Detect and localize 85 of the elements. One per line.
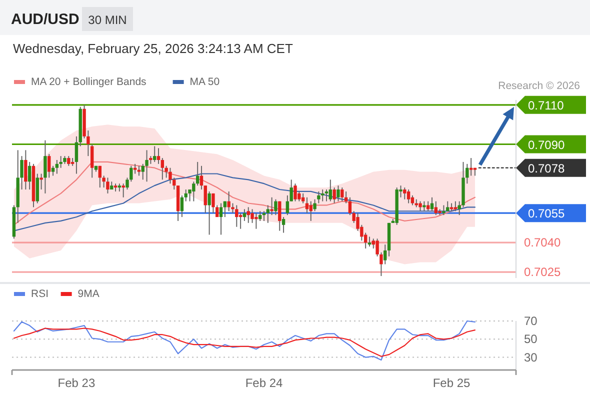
candlestick <box>301 192 305 204</box>
candlestick <box>141 163 144 180</box>
candlestick <box>321 188 324 202</box>
candlestick <box>258 210 262 222</box>
candlestick <box>36 173 39 204</box>
candlestick <box>137 165 141 176</box>
legend-label: MA 50 <box>190 76 220 88</box>
y-tick-label: 30 <box>524 350 538 364</box>
candlestick <box>204 185 207 214</box>
candlestick <box>106 177 110 194</box>
line-series <box>13 328 476 357</box>
candlestick <box>422 200 426 212</box>
candlestick <box>266 204 270 224</box>
candlestick <box>368 236 372 248</box>
x-tick-label: Feb 25 <box>432 376 471 390</box>
candlestick <box>242 208 246 222</box>
candlestick <box>384 244 387 265</box>
y-tick-label: 0.7025 <box>524 265 562 280</box>
y-tick-label: 0.7040 <box>524 236 562 250</box>
candlestick <box>153 146 156 162</box>
candlestick <box>336 185 340 202</box>
candlestick <box>145 150 148 182</box>
candlestick <box>418 200 422 212</box>
candlestick <box>434 200 438 216</box>
y-tick-label: 0.7090 <box>528 138 566 152</box>
candlestick <box>246 206 250 224</box>
candlestick <box>324 188 328 202</box>
candlestick <box>90 144 94 178</box>
candlestick <box>184 188 188 202</box>
candlestick <box>274 198 278 216</box>
candlestick <box>208 190 211 236</box>
candlestick <box>235 204 238 228</box>
candlestick <box>270 196 274 216</box>
candlestick <box>156 148 160 164</box>
candlestick <box>160 158 164 180</box>
x-tick-label: Feb 24 <box>245 376 284 390</box>
candlestick <box>238 212 242 230</box>
candlestick <box>48 154 51 178</box>
candlestick <box>67 156 70 166</box>
text: Research © 2026 <box>498 80 580 92</box>
candlestick <box>344 190 348 204</box>
candlestick <box>51 165 55 176</box>
candlestick <box>254 212 258 230</box>
x-tick-label: Feb 23 <box>58 376 96 390</box>
y-tick-label: 0.7055 <box>528 206 566 221</box>
candlestick <box>262 210 266 222</box>
candlestick <box>55 159 59 174</box>
candlestick <box>410 194 414 206</box>
candlestick <box>332 187 336 204</box>
chart-title: AUD/USD <box>11 11 80 28</box>
legend-label: RSI <box>31 288 49 300</box>
candlestick <box>454 200 458 212</box>
candlestick <box>442 204 446 216</box>
candlestick <box>219 202 223 236</box>
legend-label: MA 20 + Bollinger Bands <box>31 76 146 88</box>
candlestick <box>340 187 344 202</box>
line-series <box>13 320 476 361</box>
candlestick <box>282 216 286 234</box>
candlestick <box>24 150 28 190</box>
candlestick <box>180 194 184 218</box>
candlestick <box>469 158 473 176</box>
candlestick <box>294 183 297 202</box>
candlestick <box>426 200 430 212</box>
candlestick <box>317 190 320 204</box>
candlestick <box>328 179 332 202</box>
text: Wednesday, February 25, 2026 3:24:13 AM CET <box>13 41 293 56</box>
candlestick <box>227 190 230 212</box>
candlestick <box>98 165 102 188</box>
legend-label: 9MA <box>78 288 100 300</box>
y-tick-label: 50 <box>524 332 538 346</box>
candlestick <box>309 200 312 222</box>
candlestick <box>348 196 352 216</box>
candlestick <box>28 161 32 190</box>
candlestick <box>122 183 125 198</box>
candlestick <box>403 187 406 200</box>
candlestick <box>44 140 47 194</box>
candlestick <box>406 188 410 204</box>
candlestick <box>133 163 137 174</box>
candlestick <box>278 200 282 232</box>
y-tick-label: 70 <box>524 314 538 328</box>
y-tick-label: 0.7110 <box>528 98 564 112</box>
candlestick <box>74 136 78 174</box>
chart-subtitle: 30 MIN <box>88 13 127 27</box>
candlestick <box>200 165 204 190</box>
y-tick-label: 0.7078 <box>528 161 566 176</box>
